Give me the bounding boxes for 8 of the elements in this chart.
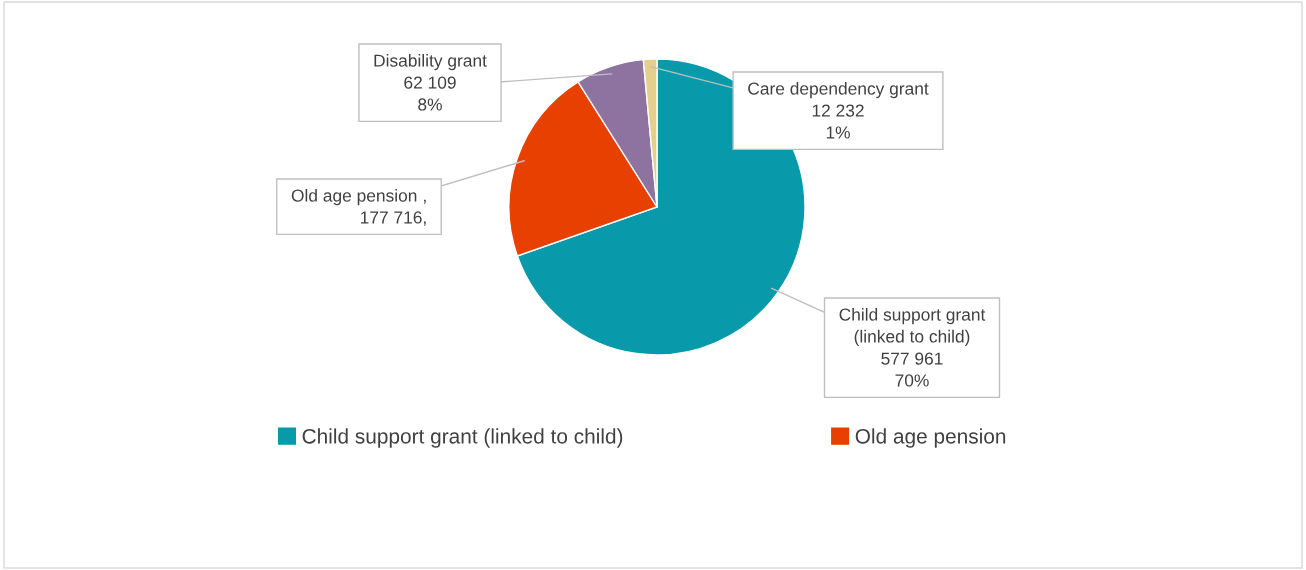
legend-label: Old age pension: [855, 428, 1006, 448]
data-label: 12 232 1%: [812, 104, 864, 139]
slice-label: Care dependency grant: [748, 82, 929, 99]
data-label: 62 109 8%: [404, 76, 456, 111]
slice-label: Child support grant (linked to child): [839, 308, 986, 347]
legend-label: Child support grant (linked to child): [302, 428, 623, 448]
data-label: 577 961 70%: [881, 352, 943, 387]
slice-label: Disability grant: [374, 54, 487, 71]
